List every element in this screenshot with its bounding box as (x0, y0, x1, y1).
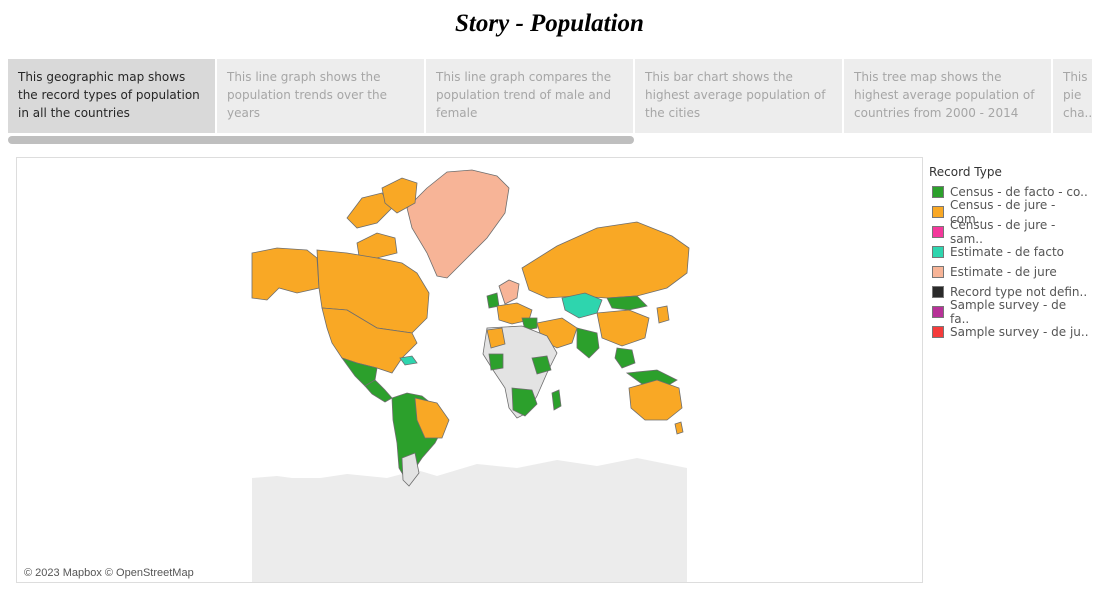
turkey[interactable] (521, 317, 538, 331)
story-scrollbar[interactable] (8, 136, 634, 144)
legend-swatch (932, 266, 944, 278)
story-point-line-graph[interactable]: This line graph shows the population tre… (217, 59, 424, 133)
japan[interactable] (656, 305, 670, 324)
legend-item[interactable]: Sample survey - de ju.. (929, 322, 1089, 342)
brazil[interactable] (414, 397, 450, 439)
greenland[interactable] (406, 169, 510, 279)
north-africa[interactable] (486, 327, 506, 349)
legend-item[interactable]: Estimate - de jure (929, 262, 1089, 282)
story-point-caption: This pie cha.. (1063, 70, 1092, 120)
legend-label: Census - de jure - com.. (950, 198, 1056, 226)
legend-label: Sample survey - de fa.. (950, 298, 1067, 326)
story-point-bar-chart[interactable]: This bar chart shows the highest average… (635, 59, 842, 133)
alaska[interactable] (251, 247, 320, 301)
story-point-caption: This geographic map shows the record typ… (18, 70, 200, 120)
antarctica-coast (252, 458, 687, 488)
legend-item[interactable]: Record type not defin.. (929, 282, 1089, 302)
legend-item[interactable]: Census - de jure - sam.. (929, 218, 1089, 246)
story-point-caption: This bar chart shows the highest average… (645, 70, 826, 120)
legend-label: Record type not defin.. (950, 285, 1088, 299)
india[interactable] (576, 327, 600, 359)
world-map[interactable] (17, 158, 923, 583)
russia[interactable] (521, 221, 690, 299)
australia[interactable] (628, 379, 683, 421)
southeast-asia[interactable] (614, 347, 636, 369)
story-point-caption: This tree map shows the highest average … (854, 70, 1035, 120)
legend-item[interactable]: Estimate - de facto (929, 242, 1089, 262)
legend-title: Record Type (929, 165, 1002, 179)
arctic-islands-3[interactable] (356, 232, 398, 259)
legend-item[interactable]: Sample survey - de fa.. (929, 298, 1089, 326)
legend-swatch (932, 246, 944, 258)
story-title: Story - Population (455, 10, 644, 37)
story-point-tree-map[interactable]: This tree map shows the highest average … (844, 59, 1051, 133)
indonesia[interactable] (625, 369, 678, 387)
legend-swatch (932, 226, 944, 238)
argentina[interactable] (401, 452, 420, 487)
legend-swatch (932, 306, 944, 318)
madagascar[interactable] (551, 389, 562, 411)
map-view[interactable]: © 2023 Mapbox © OpenStreetMap (16, 157, 923, 583)
legend-label: Estimate - de jure (950, 265, 1057, 279)
story-tabs: This geographic map shows the record typ… (8, 59, 1092, 133)
cuba[interactable] (399, 355, 418, 366)
antarctica (252, 478, 687, 582)
story-point-geographic-map[interactable]: This geographic map shows the record typ… (8, 59, 215, 133)
record-type-legend: Record Type Census - de facto - co.. Cen… (929, 165, 1089, 342)
legend-swatch (932, 206, 944, 218)
united-states[interactable] (321, 307, 418, 374)
west-africa[interactable] (488, 353, 504, 371)
mongolia[interactable] (606, 295, 648, 311)
legend-item[interactable]: Census - de jure - com.. (929, 198, 1089, 226)
story-point-pie-chart[interactable]: This pie cha.. (1053, 59, 1092, 133)
story-point-male-female-line[interactable]: This line graph compares the population … (426, 59, 633, 133)
china[interactable] (596, 309, 650, 347)
arctic-islands-2[interactable] (381, 177, 418, 214)
scandinavia[interactable] (498, 279, 520, 305)
story-point-caption: This line graph compares the population … (436, 70, 612, 120)
new-zealand[interactable] (674, 421, 684, 435)
story-point-caption: This line graph shows the population tre… (227, 70, 387, 120)
central-america[interactable] (364, 379, 393, 403)
legend-swatch (932, 286, 944, 298)
legend-label: Census - de facto - co.. (950, 185, 1088, 199)
southern-africa[interactable] (511, 387, 538, 417)
legend-label: Estimate - de facto (950, 245, 1064, 259)
legend-item[interactable]: Census - de facto - co.. (929, 182, 1089, 202)
legend-swatch (932, 326, 944, 338)
east-africa[interactable] (531, 355, 552, 375)
legend-label: Sample survey - de ju.. (950, 325, 1089, 339)
legend-label: Census - de jure - sam.. (950, 218, 1056, 246)
map-attribution: © 2023 Mapbox © OpenStreetMap (24, 567, 194, 579)
legend-swatch (932, 186, 944, 198)
